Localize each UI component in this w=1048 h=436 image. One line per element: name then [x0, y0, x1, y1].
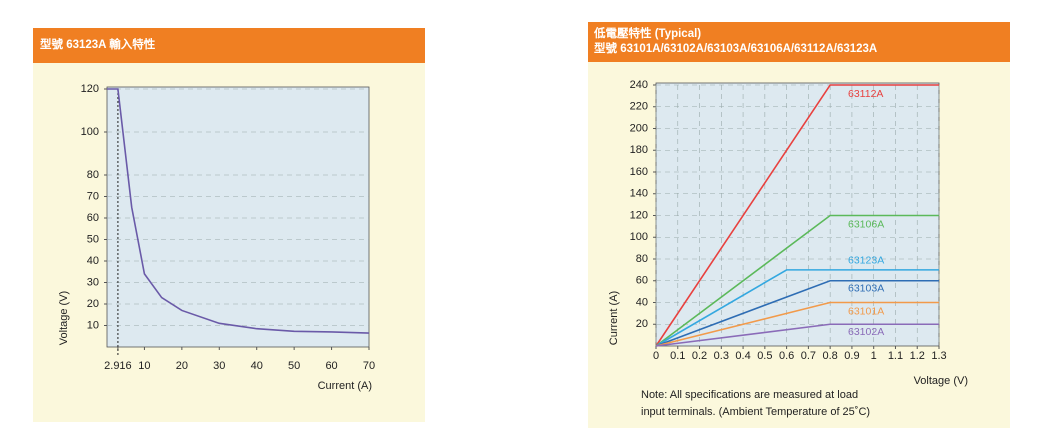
data-line: [655, 214, 939, 347]
x-tick-label: 30: [213, 360, 225, 372]
y-tick-label: 60: [636, 275, 648, 287]
series-label: 63102A: [848, 326, 884, 338]
x-tick-label: 1.3: [931, 350, 946, 362]
y-axis-label: Voltage (V): [58, 291, 70, 345]
data-line: [655, 84, 939, 347]
header-bar: [588, 22, 1010, 62]
y-tick-label: 80: [87, 169, 99, 181]
series-label: 63106A: [848, 218, 884, 230]
x-axis-label: Voltage (V): [914, 375, 968, 387]
x-tick-label: 60: [325, 360, 337, 372]
data-line: [655, 279, 939, 347]
header-bar: [33, 28, 425, 63]
y-tick-label: 20: [636, 318, 648, 330]
y-tick-label: 50: [87, 233, 99, 245]
y-tick-label: 100: [630, 231, 648, 243]
chart-title: 型號 63123A 輸入特性: [40, 37, 156, 51]
y-tick-label: 40: [87, 255, 99, 267]
data-line: [655, 323, 939, 347]
series-label: 63103A: [848, 283, 884, 295]
data-line: [107, 88, 370, 334]
y-tick-label: 60: [87, 212, 99, 224]
x-tick-label: 50: [288, 360, 300, 372]
x-tick-label: 0.6: [779, 350, 794, 362]
note: Note: All specifications are measured at…: [641, 389, 858, 401]
y-tick-label: 200: [630, 122, 648, 134]
x-tick-label: 0.3: [714, 350, 729, 362]
x-tick-label: 20: [176, 360, 188, 372]
x-tick-label: 40: [251, 360, 263, 372]
y-tick-label: 70: [87, 190, 99, 202]
note: input terminals. (Ambient Temperature of…: [641, 406, 870, 418]
chart-subtitle: 型號 63101A/63102A/63103A/63106A/63112A/63…: [594, 41, 877, 55]
y-tick-label: 140: [630, 188, 648, 200]
x-tick-label: 1.2: [910, 350, 925, 362]
chart-title: 低電壓特性 (Typical): [593, 26, 701, 40]
y-tick-label: 100: [81, 126, 99, 138]
y-tick-label: 20: [87, 298, 99, 310]
x-tick-label: 0.5: [757, 350, 772, 362]
x-tick-label: 0.7: [801, 350, 816, 362]
x-axis-label: Current (A): [318, 380, 372, 392]
plot-area: [106, 86, 370, 348]
plot-area: [655, 82, 940, 347]
y-tick-label: 180: [630, 144, 648, 156]
y-tick-label: 30: [87, 276, 99, 288]
x-tick-label: 1.1: [888, 350, 903, 362]
data-line: [655, 269, 939, 347]
x-tick-label: 0: [653, 350, 659, 362]
y-tick-label: 80: [636, 253, 648, 265]
x-tick-label: 0.1: [670, 350, 685, 362]
x-tick-label: 70: [363, 360, 375, 372]
series-label: 63101A: [848, 305, 884, 317]
x-tick-label: 10: [138, 360, 150, 372]
y-tick-label: 120: [81, 83, 99, 95]
y-tick-label: 220: [630, 101, 648, 113]
y-tick-label: 40: [636, 296, 648, 308]
y-tick-label: 240: [630, 79, 648, 91]
x-tick-label: 2.916: [104, 360, 132, 372]
x-tick-label: 1: [871, 350, 877, 362]
x-tick-label: 0.8: [823, 350, 838, 362]
y-tick-label: 10: [87, 319, 99, 331]
y-axis-label: Current (A): [608, 291, 620, 345]
y-tick-label: 120: [630, 209, 648, 221]
x-tick-label: 0.9: [844, 350, 859, 362]
y-tick-label: 160: [630, 166, 648, 178]
series-label: 63123A: [848, 255, 884, 267]
x-tick-label: 0.2: [692, 350, 707, 362]
data-line: [655, 301, 939, 347]
series-label: 63112A: [848, 88, 883, 100]
x-tick-label: 0.4: [735, 350, 750, 362]
